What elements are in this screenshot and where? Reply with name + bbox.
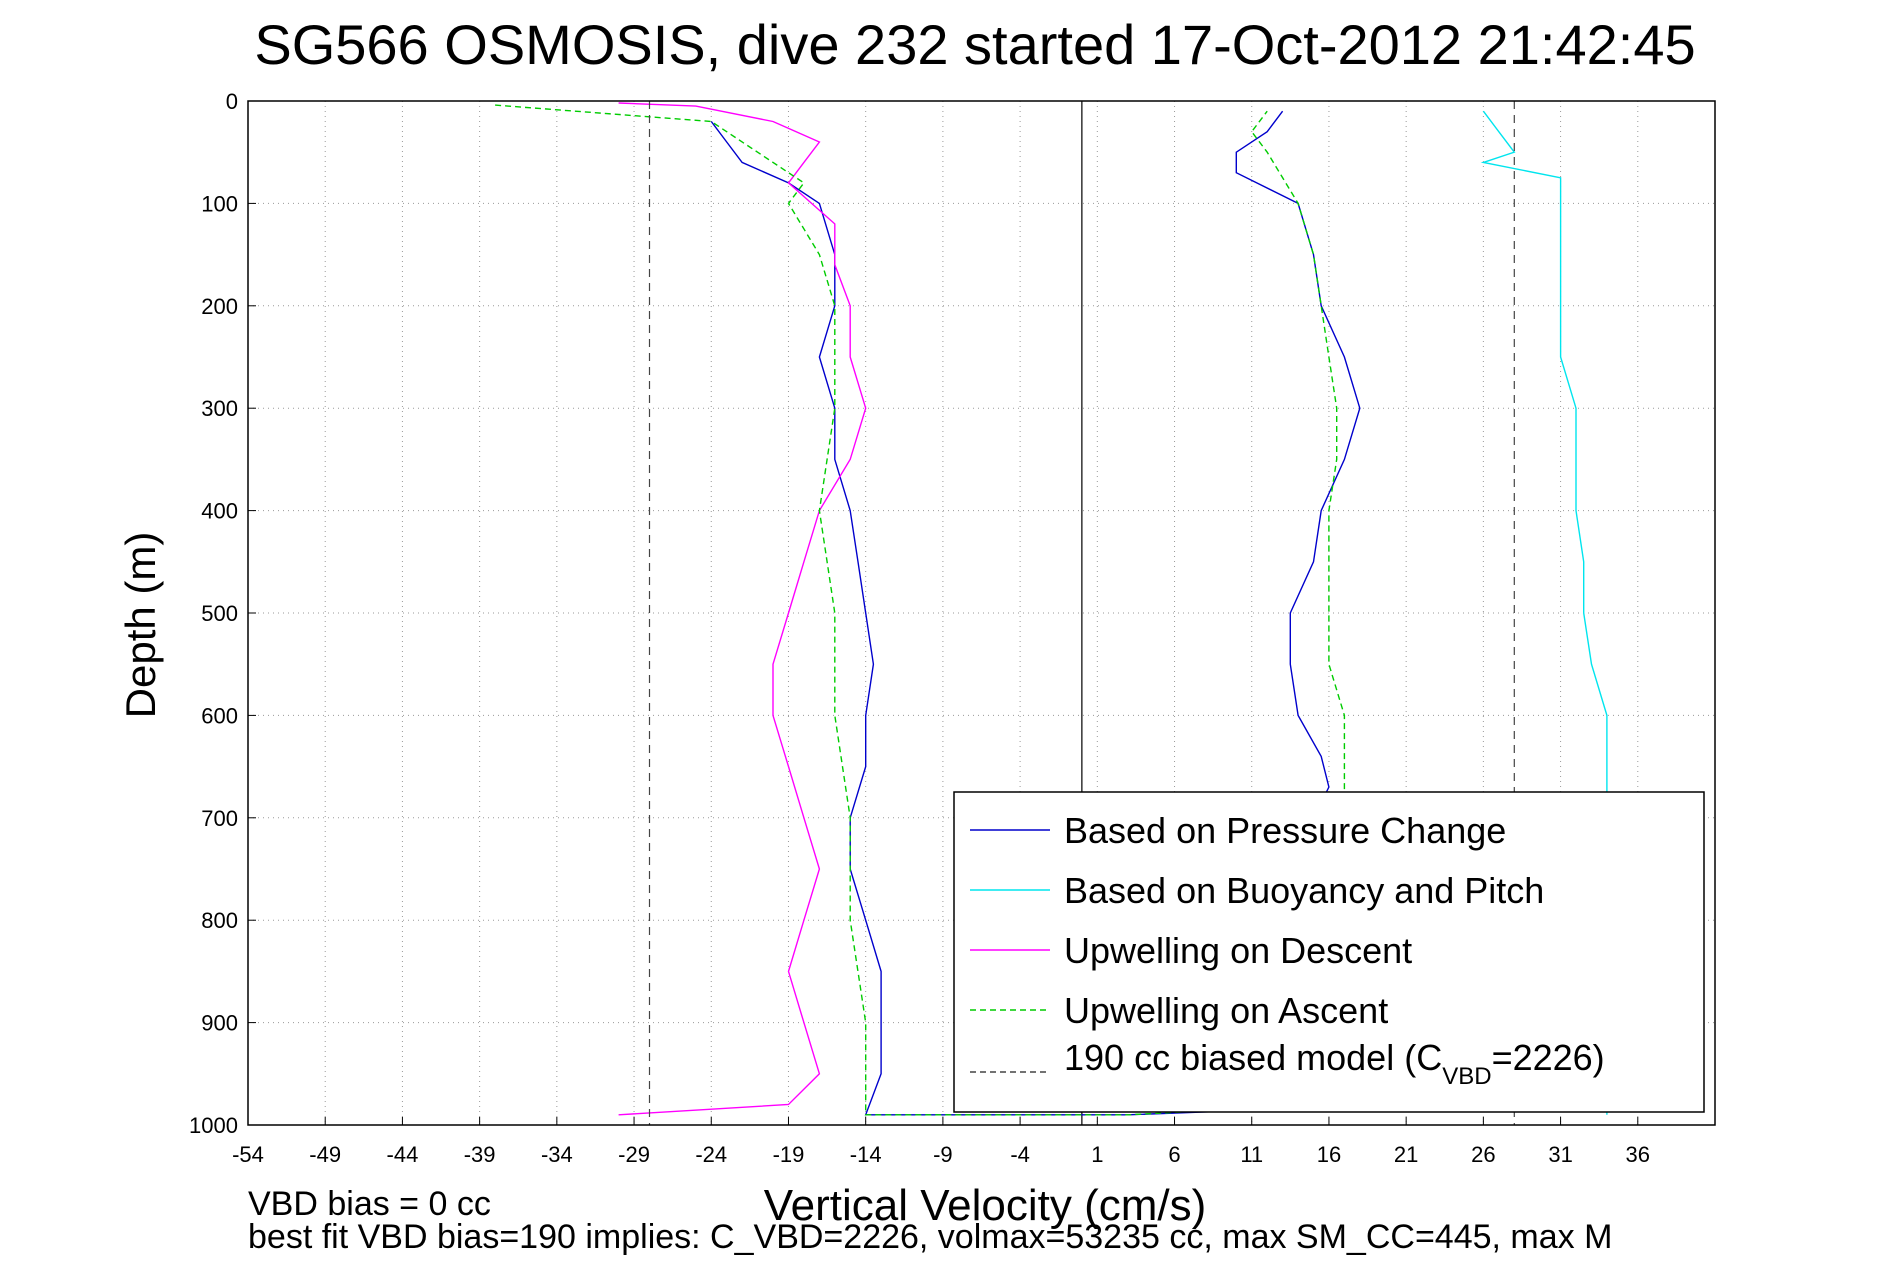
y-tick-labels: 0 100 200 300 400 500 600 700 800 900 1000 bbox=[189, 89, 256, 1138]
legend-box bbox=[953, 791, 1705, 1113]
x-tick-label: -54 bbox=[232, 1142, 264, 1167]
y-tick-label: 400 bbox=[201, 499, 238, 524]
legend-model-main: 190 cc biased model (C bbox=[1064, 1037, 1442, 1078]
y-tick-label: 200 bbox=[201, 294, 238, 319]
legend-model-sub: VBD bbox=[1442, 1063, 1491, 1090]
x-tick-label: -19 bbox=[773, 1142, 805, 1167]
legend-model-end: =2226) bbox=[1492, 1037, 1605, 1078]
legend-label-pressure: Based on Pressure Change bbox=[1064, 810, 1506, 851]
x-axis-label: Vertical Velocity (cm/s) bbox=[764, 1181, 1207, 1230]
x-tick-label: 31 bbox=[1548, 1142, 1572, 1167]
x-tick-label: -4 bbox=[1010, 1142, 1030, 1167]
x-tick-label: -39 bbox=[464, 1142, 496, 1167]
y-tick-label: 600 bbox=[201, 703, 238, 728]
series-group bbox=[495, 101, 1608, 1125]
y-tick-label: 800 bbox=[201, 908, 238, 933]
x-tick-label: -34 bbox=[541, 1142, 573, 1167]
x-tick-label: 26 bbox=[1471, 1142, 1495, 1167]
x-tick-label: -29 bbox=[618, 1142, 650, 1167]
series-descent bbox=[618, 102, 867, 1116]
x-tick-labels: -54 -49 -44 -39 -34 -29 -24 -19 -14 -9 -4 1 6 11 16 21 2… bbox=[232, 1117, 1650, 1167]
legend-label-model: 190 cc biased model (CVBD=2226) bbox=[1064, 1037, 1605, 1090]
x-tick-label: -49 bbox=[309, 1142, 341, 1167]
y-tick-label: 700 bbox=[201, 806, 238, 831]
best-fit-note: best fit VBD bias=190 implies: C_VBD=222… bbox=[248, 1218, 1612, 1256]
x-tick-label: 21 bbox=[1394, 1142, 1418, 1167]
y-tick-label: 100 bbox=[201, 191, 238, 216]
x-tick-label: 11 bbox=[1240, 1142, 1263, 1167]
grid-lines bbox=[247, 100, 1715, 1126]
y-tick-label: 1000 bbox=[189, 1113, 238, 1138]
legend: Based on Pressure Change Based on Buoyan… bbox=[953, 791, 1705, 1113]
x-tick-label: -14 bbox=[850, 1142, 882, 1167]
x-tick-label: 16 bbox=[1317, 1142, 1341, 1167]
y-tick-label: 0 bbox=[226, 89, 238, 114]
x-tick-label: 1 bbox=[1091, 1142, 1103, 1167]
y-tick-label: 300 bbox=[201, 396, 238, 421]
x-tick-label: -9 bbox=[933, 1142, 953, 1167]
legend-label-descent: Upwelling on Descent bbox=[1064, 930, 1412, 971]
y-axis-label: Depth (m) bbox=[117, 532, 164, 719]
x-tick-label: -44 bbox=[387, 1142, 419, 1167]
chart-title: SG566 OSMOSIS, dive 232 started 17-Oct-2… bbox=[254, 13, 1695, 76]
y-tick-label: 500 bbox=[201, 601, 238, 626]
y-tick-label: 900 bbox=[201, 1011, 238, 1036]
series-ascent bbox=[495, 104, 1346, 1116]
x-tick-label: 36 bbox=[1626, 1142, 1650, 1167]
x-tick-label: -24 bbox=[695, 1142, 727, 1167]
x-tick-label: 6 bbox=[1168, 1142, 1180, 1167]
vbd-bias-note: VBD bias = 0 cc bbox=[248, 1185, 491, 1223]
legend-label-buoyancy: Based on Buoyancy and Pitch bbox=[1064, 870, 1544, 911]
legend-label-ascent: Upwelling on Ascent bbox=[1064, 990, 1388, 1031]
